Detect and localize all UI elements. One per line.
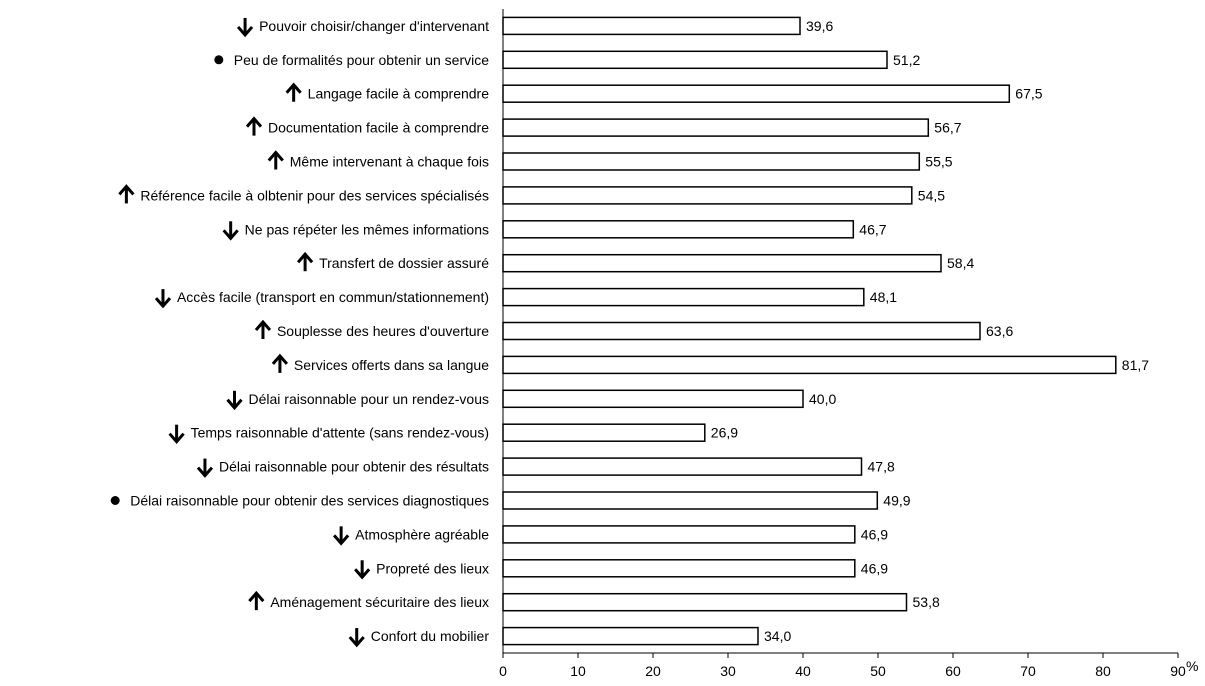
- bar: [502, 355, 1117, 375]
- category-label: Peu de formalités pour obtenir un servic…: [234, 52, 489, 68]
- arrow-down-icon: [222, 221, 239, 241]
- category-label: Même intervenant à chaque fois: [290, 154, 489, 170]
- bar: [502, 423, 706, 442]
- category-labels-layer: Pouvoir choisir/changer d'intervenant Peu…: [130, 18, 489, 644]
- arrow-down-icon: [196, 458, 214, 478]
- bar: [502, 626, 759, 646]
- bar: [502, 559, 856, 578]
- x-tick-label: 60: [945, 663, 961, 679]
- arrow-down-icon: [236, 17, 254, 38]
- x-tick-label: 10: [570, 663, 586, 679]
- x-tick-label: 70: [1020, 663, 1036, 679]
- arrow-up-icon: [285, 82, 302, 102]
- x-tick-label: 80: [1095, 663, 1111, 679]
- bar: [502, 253, 942, 273]
- bar-value-label: 63,6: [986, 323, 1013, 339]
- bar: [502, 186, 913, 205]
- category-label: Confort du mobilier: [371, 628, 490, 644]
- category-label: Services offerts dans sa langue: [294, 357, 489, 373]
- bar: [502, 16, 801, 36]
- category-label: Ne pas répéter les mêmes informations: [245, 221, 489, 237]
- category-label: Langage facile à comprendre: [308, 86, 490, 102]
- bar: [502, 152, 921, 171]
- bar-value-label: 58,4: [947, 255, 974, 271]
- bar-value-label: 46,7: [859, 221, 886, 237]
- x-tick-label: 20: [645, 663, 661, 679]
- bar-value-label: 26,9: [711, 425, 738, 441]
- category-label: Accès facile (transport en commun/statio…: [177, 289, 489, 305]
- bar: [502, 321, 981, 341]
- x-tick-label: 50: [870, 663, 886, 679]
- axes-layer: 0 10 20 30 40 50 60 70 80 90%: [499, 9, 1198, 679]
- bar: [502, 389, 804, 409]
- trend-markers-layer: [110, 17, 371, 648]
- x-tick-label: 0: [499, 663, 507, 679]
- bar-value-label: 56,7: [934, 120, 961, 136]
- category-label: Souplesse des heures d'ouverture: [277, 323, 489, 339]
- bar: [502, 118, 930, 137]
- x-tick-label: 30: [720, 663, 736, 679]
- dot-icon: [110, 496, 120, 505]
- arrow-down-icon: [348, 628, 365, 648]
- bar-value-label: 55,5: [925, 154, 952, 170]
- category-label: Délai raisonnable pour obtenir des servi…: [130, 493, 489, 509]
- bar: [502, 220, 855, 239]
- x-tick-label: 90: [1170, 663, 1186, 679]
- arrow-up-icon: [267, 150, 284, 170]
- dot-icon: [214, 55, 224, 65]
- arrow-up-icon: [248, 590, 265, 611]
- bar: [502, 50, 888, 70]
- arrow-up-icon: [296, 251, 314, 272]
- bar-value-label: 46,9: [861, 560, 888, 576]
- bar: [502, 84, 1011, 103]
- bar-value-label: 40,0: [809, 391, 836, 407]
- x-axis-unit-label: %: [1186, 658, 1198, 674]
- bar-value-label: 46,9: [861, 526, 888, 542]
- arrow-down-icon: [168, 424, 185, 444]
- bar-value-label: 53,8: [913, 594, 940, 610]
- arrow-up-icon: [245, 116, 263, 136]
- category-label: Atmosphère agréable: [355, 526, 489, 542]
- category-label: Transfert de dossier assuré: [319, 255, 489, 271]
- bar-value-label: 48,1: [870, 289, 897, 305]
- bar: [502, 491, 879, 510]
- category-label: Documentation facile à comprendre: [268, 120, 489, 136]
- category-label: Aménagement sécuritaire des lieux: [270, 594, 489, 610]
- bar: [502, 457, 863, 476]
- arrow-down-icon: [354, 560, 371, 580]
- bar-value-label: 81,7: [1122, 357, 1149, 373]
- arrow-down-icon: [332, 526, 350, 546]
- bar-value-label: 51,2: [893, 52, 920, 68]
- arrow-up-icon: [118, 184, 135, 204]
- category-label: Pouvoir choisir/changer d'intervenant: [259, 18, 489, 34]
- bar-value-label: 47,8: [868, 459, 895, 475]
- x-tick-label: 40: [795, 663, 811, 679]
- bar-value-label: 34,0: [764, 628, 791, 644]
- arrow-down-icon: [226, 390, 243, 411]
- category-label: Délai raisonnable pour un rendez-vous: [249, 391, 489, 407]
- bar: [502, 287, 865, 307]
- category-label: Propreté des lieux: [376, 560, 489, 576]
- bar-value-label: 67,5: [1015, 86, 1042, 102]
- category-label: Référence facile à olbtenir pour des ser…: [140, 187, 489, 203]
- value-labels-layer: 39,6 51,2 67,5 56,7 55,5 54,5 46,7 58,4 48,1 63,6…: [711, 18, 1149, 644]
- arrow-up-icon: [271, 353, 289, 373]
- bar-value-label: 49,9: [883, 493, 910, 509]
- bar: [502, 592, 908, 612]
- arrow-up-icon: [254, 319, 272, 339]
- category-label: Temps raisonnable d'attente (sans rendez…: [191, 425, 489, 441]
- arrow-down-icon: [154, 289, 172, 309]
- bars-layer: [502, 16, 1117, 646]
- bar-value-label: 39,6: [806, 18, 833, 34]
- bar: [502, 525, 856, 544]
- category-label: Délai raisonnable pour obtenir des résul…: [219, 459, 489, 475]
- bar-value-label: 54,5: [918, 187, 945, 203]
